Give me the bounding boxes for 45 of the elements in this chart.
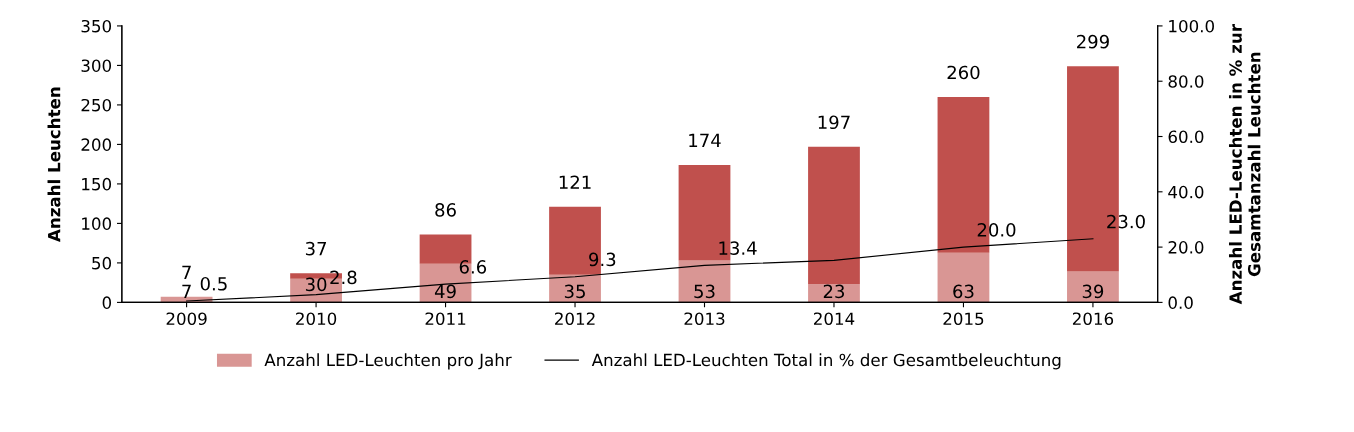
- total-label: 260: [947, 65, 980, 80]
- total-label: 37: [305, 241, 327, 256]
- total-label: 7: [182, 284, 191, 298]
- x-tick-label: 2013: [684, 312, 725, 326]
- total-label: 174: [689, 133, 721, 147]
- y-tick-label: 200: [81, 138, 112, 151]
- data-label: 23: [823, 284, 845, 299]
- x-tick-label: 2016: [1072, 312, 1114, 326]
- y2-tick-label: 60.0: [1168, 130, 1204, 144]
- total-label: 121: [559, 175, 591, 189]
- legend-label: Anzahl LED-Leuchten Total in % der Gesamtbeleuchtung: [591, 353, 1061, 370]
- y2-tick-label: 80.0: [1168, 75, 1204, 88]
- y-tick-label: 350: [81, 19, 112, 33]
- y-tick-label: 300: [81, 59, 112, 72]
- x-tick-label: 2009: [166, 312, 207, 326]
- x-tick-label: 2014: [813, 312, 855, 326]
- y2-tick-label: 0.0: [1168, 296, 1193, 309]
- x-tick-label: 2011: [425, 312, 466, 326]
- x-tick-label: 2015: [943, 312, 984, 326]
- data-label: 39: [1082, 284, 1104, 299]
- total-label: 299: [1077, 34, 1109, 49]
- data-label: 35: [564, 284, 585, 299]
- data-label: 63: [953, 284, 974, 299]
- data-label: 53: [694, 284, 715, 299]
- data-label: 7: [182, 265, 191, 279]
- y-tick-label: 250: [81, 98, 112, 112]
- x-tick-label: 2010: [296, 312, 337, 326]
- y-tick-label: 100: [82, 217, 112, 230]
- y2-tick-label: 20.0: [1168, 241, 1204, 254]
- y2-tick-label: 40.0: [1168, 185, 1204, 199]
- total-label: 86: [435, 203, 456, 217]
- y-tick-label: 50: [92, 256, 112, 270]
- data-label: 30: [305, 277, 327, 292]
- y2-tick-label: 100.0: [1169, 19, 1214, 33]
- x-tick-label: 2012: [555, 312, 595, 326]
- y2-axis-title: Anzahl LED-Leuchten in % zur Gesamtanzahl Leuchten: [1228, 24, 1261, 305]
- y-axis-title: Anzahl Leuchten: [47, 87, 61, 242]
- data-label: 49: [434, 284, 456, 299]
- y-tick-label: 150: [82, 177, 112, 191]
- legend-label: Anzahl LED-Leuchten pro Jahr: [264, 353, 512, 370]
- total-label: 197: [818, 115, 850, 130]
- data-label: 0.5: [200, 276, 227, 291]
- y-tick-label: 0: [102, 296, 112, 309]
- data-label: 6.6: [459, 260, 487, 274]
- data-label: 2.8: [330, 270, 357, 285]
